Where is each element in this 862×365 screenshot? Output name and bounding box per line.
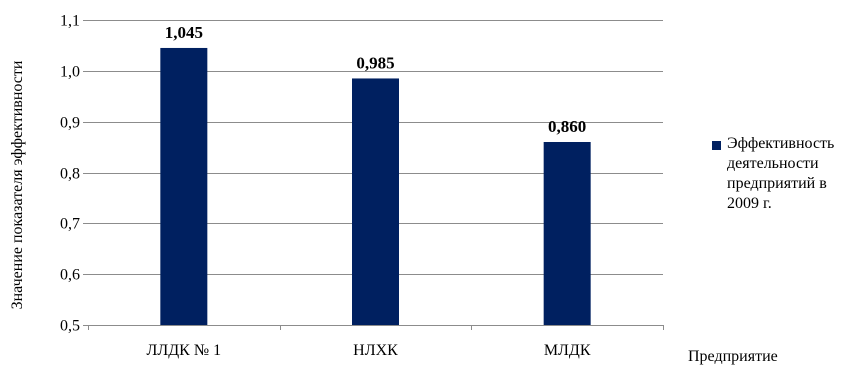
- bar-data-labels: 1,045 0,985 0,860: [165, 23, 587, 136]
- x-tick-label: НЛХК: [353, 342, 398, 359]
- y-tick-label: 0,9: [60, 115, 80, 132]
- y-axis-label: Значение показателя эффективности: [9, 60, 26, 309]
- bar: [543, 142, 591, 325]
- legend: Эффективность деятельности предприятий в…: [712, 134, 862, 214]
- y-tick-label: 0,5: [60, 318, 80, 335]
- y-tick-label: 1,0: [60, 64, 80, 81]
- x-tick-label: МЛДК: [544, 342, 591, 359]
- y-tick-label: 0,6: [60, 267, 80, 284]
- y-tick-label: 0,8: [60, 166, 80, 183]
- x-axis-ticks: ЛЛДК № 1 НЛХК МЛДК: [88, 325, 664, 359]
- bar-series: [160, 47, 591, 325]
- bar: [352, 78, 399, 325]
- bar-data-label: 0,985: [356, 53, 394, 72]
- x-tick-label: ЛЛДК № 1: [147, 342, 222, 359]
- y-axis-ticks: 0,5 0,6 0,7 0,8 0,9 1,0 1,1: [60, 13, 88, 335]
- bar-data-label: 1,045: [165, 23, 203, 42]
- bar-data-label: 0,860: [548, 117, 586, 136]
- bar: [160, 47, 208, 325]
- legend-label: Эффективность деятельности предприятий в…: [727, 135, 835, 212]
- legend-swatch: [712, 141, 721, 150]
- y-tick-label: 0,7: [60, 216, 80, 233]
- y-tick-label: 1,1: [60, 13, 80, 30]
- x-axis-label: Предприятие: [688, 348, 778, 365]
